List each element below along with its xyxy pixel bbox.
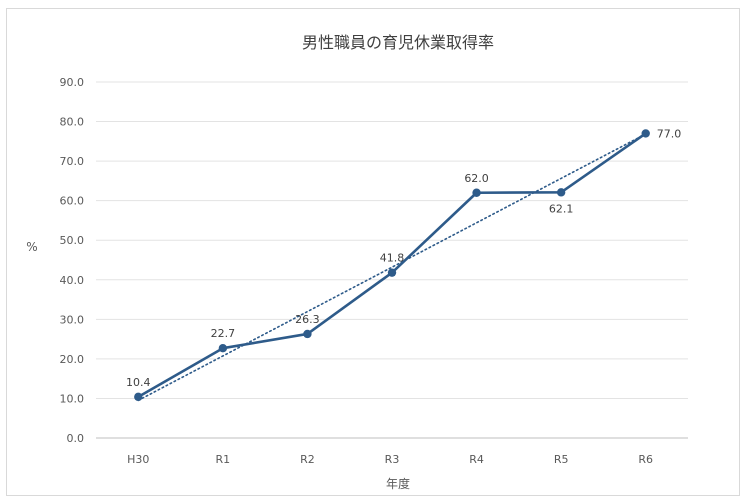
x-tick-label: R6 (638, 453, 653, 466)
x-tick-label: R3 (385, 453, 400, 466)
data-label: 22.7 (211, 327, 236, 340)
series-line (137, 132, 647, 398)
data-label: 41.8 (380, 252, 405, 265)
y-axis-label: % (26, 240, 37, 254)
chart-frame (6, 8, 740, 496)
y-tick-label: 60.0 (60, 195, 85, 208)
data-point (218, 344, 228, 353)
data-point (303, 329, 312, 339)
trendline (137, 133, 647, 402)
y-tick-label: 30.0 (60, 313, 85, 326)
data-label: 77.0 (657, 127, 682, 140)
data-point (134, 392, 143, 402)
y-tick-label: 90.0 (60, 76, 85, 89)
data-point (387, 268, 397, 277)
chart-title: 男性職員の育児休業取得率 (302, 33, 494, 52)
y-tick-label: 80.0 (60, 116, 85, 129)
x-tick-label: R2 (300, 453, 315, 466)
trendline-path (137, 133, 647, 402)
y-tick-label: 40.0 (60, 274, 85, 287)
y-tick-label: 0.0 (67, 432, 85, 445)
data-label: 62.0 (464, 172, 489, 185)
data-point (641, 129, 650, 138)
y-tick-label: 70.0 (60, 155, 85, 168)
data-labels: 10.4 22.7 26.3 41.8 62.0 62.1 77.0 (126, 127, 681, 388)
grid (96, 81, 688, 439)
y-tick-label: 20.0 (60, 353, 85, 366)
data-label: 10.4 (126, 376, 151, 389)
data-point (472, 188, 481, 197)
x-tick-label: R4 (469, 453, 484, 466)
y-tick-label: 50.0 (60, 234, 85, 247)
y-axis-ticks: 0.0 10.0 20.0 30.0 40.0 50.0 60.0 70.0 80.0 90.0 (60, 76, 85, 445)
x-axis-label: 年度 (386, 476, 410, 491)
data-label: 62.1 (549, 202, 574, 215)
y-tick-label: 10.0 (60, 392, 85, 405)
x-tick-label: H30 (127, 453, 149, 466)
x-tick-label: R1 (216, 453, 231, 466)
series (134, 129, 650, 402)
x-axis-ticks: H30 R1 R2 R3 R4 R5 R6 (127, 453, 653, 466)
data-point (556, 188, 566, 197)
data-label: 26.3 (295, 313, 320, 326)
x-tick-label: R5 (554, 453, 569, 466)
